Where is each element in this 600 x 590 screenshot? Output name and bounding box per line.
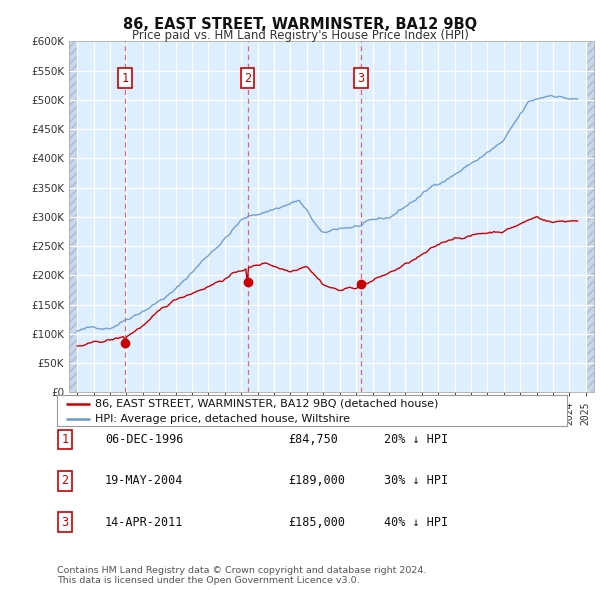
Text: 06-DEC-1996: 06-DEC-1996 <box>105 433 184 446</box>
Text: Price paid vs. HM Land Registry's House Price Index (HPI): Price paid vs. HM Land Registry's House … <box>131 30 469 42</box>
Text: £84,750: £84,750 <box>288 433 338 446</box>
Text: 2: 2 <box>244 71 251 84</box>
Text: 40% ↓ HPI: 40% ↓ HPI <box>384 516 448 529</box>
Text: £189,000: £189,000 <box>288 474 345 487</box>
Text: 2: 2 <box>61 474 68 487</box>
Text: HPI: Average price, detached house, Wiltshire: HPI: Average price, detached house, Wilt… <box>95 414 350 424</box>
Text: 86, EAST STREET, WARMINSTER, BA12 9BQ (detached house): 86, EAST STREET, WARMINSTER, BA12 9BQ (d… <box>95 399 439 409</box>
Text: 20% ↓ HPI: 20% ↓ HPI <box>384 433 448 446</box>
Text: 3: 3 <box>357 71 364 84</box>
Bar <box>586 41 594 392</box>
Bar <box>69 41 77 392</box>
Text: 14-APR-2011: 14-APR-2011 <box>105 516 184 529</box>
Text: 1: 1 <box>122 71 128 84</box>
Text: 86, EAST STREET, WARMINSTER, BA12 9BQ: 86, EAST STREET, WARMINSTER, BA12 9BQ <box>123 17 477 31</box>
Text: Contains HM Land Registry data © Crown copyright and database right 2024.
This d: Contains HM Land Registry data © Crown c… <box>57 566 427 585</box>
Text: 1: 1 <box>61 433 68 446</box>
Text: 19-MAY-2004: 19-MAY-2004 <box>105 474 184 487</box>
Text: 30% ↓ HPI: 30% ↓ HPI <box>384 474 448 487</box>
Text: £185,000: £185,000 <box>288 516 345 529</box>
Text: 3: 3 <box>61 516 68 529</box>
